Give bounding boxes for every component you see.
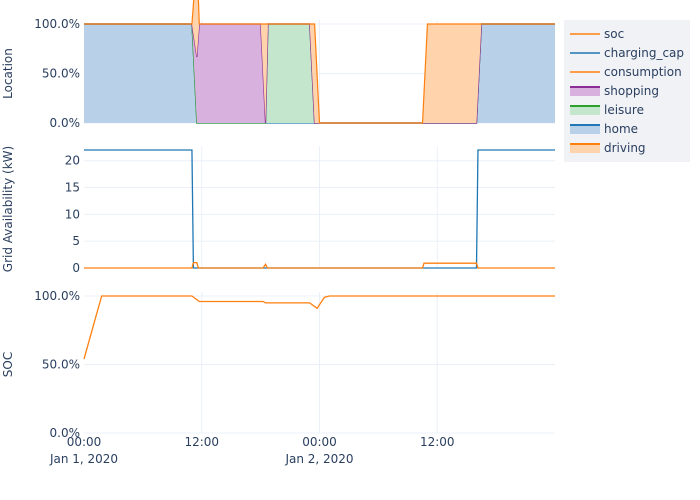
y-tick-label: 15 (65, 181, 80, 195)
legend-label: shopping (604, 84, 659, 98)
y-tick-label: 10 (65, 207, 80, 221)
area-home (84, 24, 555, 123)
y-axis-title: SOC (1, 352, 15, 377)
y-tick-label: 0.0% (50, 426, 81, 440)
x-tick-label: 12:00 (420, 435, 455, 449)
y-tick-label: 0.0% (50, 116, 81, 130)
legend-swatch-driving (570, 143, 600, 153)
y-tick-label: 50.0% (42, 67, 80, 81)
y-tick-label: 20 (65, 154, 80, 168)
series-consumption (84, 261, 555, 269)
line-driving (84, 0, 555, 124)
y-tick-label: 100.0% (34, 17, 80, 31)
legend-swatch-shopping (570, 86, 600, 96)
x-tick-label: 12:00 (184, 435, 219, 449)
legend-label: home (604, 122, 638, 136)
x-tick-label: 00:00 (302, 435, 337, 449)
y-axis-title: Location (1, 48, 15, 99)
area-shopping (84, 24, 555, 123)
legend-label: driving (604, 141, 646, 155)
y-tick-label: 0 (72, 261, 80, 275)
area-driving (84, 0, 555, 123)
legend-label: charging_cap (604, 46, 684, 60)
y-tick-label: 5 (72, 234, 80, 248)
x-tick-label: 00:00 (67, 435, 102, 449)
legend-label: consumption (604, 65, 682, 79)
series-soc (83, 295, 555, 360)
legend-label: leisure (604, 103, 644, 117)
x-tick-sublabel: Jan 1, 2020 (49, 452, 118, 466)
x-tick-sublabel: Jan 2, 2020 (284, 452, 353, 466)
legend-swatch-home (570, 124, 600, 134)
y-tick-label: 100.0% (34, 289, 80, 303)
legend-swatch-leisure (570, 105, 600, 115)
y-tick-label: 50.0% (42, 358, 80, 372)
y-axis-title: Grid Availability (kW) (1, 146, 15, 272)
legend-label: soc (604, 27, 624, 41)
